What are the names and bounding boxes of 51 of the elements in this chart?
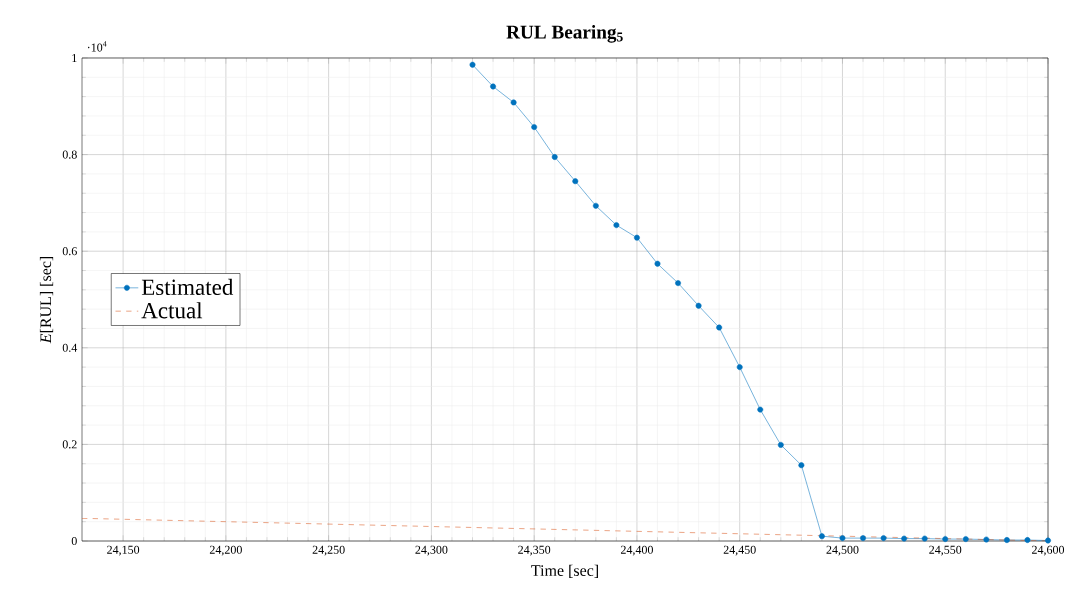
point: [510, 99, 517, 106]
point: [572, 178, 579, 185]
point: [798, 462, 805, 469]
y-tick-label: 0: [71, 536, 77, 546]
legend-label: Estimated: [141, 278, 234, 296]
y-tick-label: 1: [72, 54, 77, 62]
point: [1003, 537, 1010, 543]
x-tick-label: 24,250: [312, 545, 345, 556]
point: [1024, 537, 1031, 543]
x-tick-label: 24,150: [107, 545, 140, 556]
point: [551, 154, 558, 160]
x-tick-label: 24,450: [723, 545, 756, 556]
point: [757, 406, 764, 413]
point: [469, 61, 476, 68]
point: [880, 535, 887, 542]
x-tick-label: 24,350: [518, 545, 551, 556]
point: [736, 364, 743, 371]
point: [490, 83, 497, 90]
x-tick-label: 24,550: [929, 545, 962, 556]
y-tick-label: 0.8: [62, 150, 77, 159]
legend-label: Actual: [141, 302, 203, 319]
x-tick-label: 24,200: [209, 545, 242, 556]
point: [983, 536, 990, 543]
point: [962, 536, 969, 542]
point: [839, 535, 846, 542]
x-tick-label: 24,500: [826, 545, 859, 556]
point: [695, 302, 702, 309]
point: [901, 535, 908, 542]
point: [613, 222, 620, 229]
point: [634, 234, 640, 241]
point: [716, 324, 723, 331]
point: [675, 280, 681, 287]
point: [921, 535, 928, 542]
x-tick-label: 24,300: [415, 545, 448, 556]
point: [1045, 537, 1051, 544]
point: [777, 441, 784, 448]
point: [654, 260, 661, 267]
y-tick-label: 0.6: [62, 247, 77, 256]
point: [592, 202, 599, 209]
chart-title: RUL Bearing$_{5}$: [506, 25, 623, 43]
y-axis-title: E[RUL] [sec]: [39, 256, 54, 344]
text: ·10$^{4}$: [88, 41, 107, 52]
y-tick-label: 0.2: [62, 440, 77, 449]
point: [531, 124, 538, 130]
x-axis-title: Time [sec]: [531, 564, 598, 578]
point: [818, 533, 825, 540]
point: [860, 535, 866, 542]
x-tick-label: 24,600: [1032, 545, 1065, 556]
x-tick-label: 24,400: [620, 545, 653, 556]
point: [942, 536, 949, 542]
y-tick-label: 0.4: [62, 343, 78, 352]
